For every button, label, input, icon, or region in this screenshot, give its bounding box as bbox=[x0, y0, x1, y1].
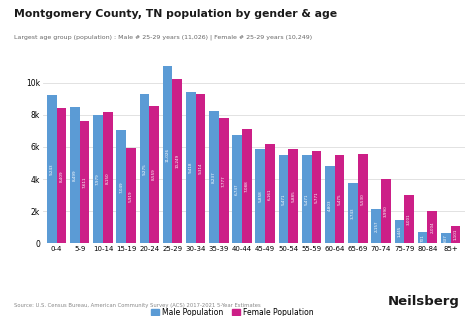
Text: Source: U.S. Census Bureau, American Community Survey (ACS) 2017-2021 5-Year Est: Source: U.S. Census Bureau, American Com… bbox=[14, 303, 261, 308]
Text: 11,026: 11,026 bbox=[165, 148, 170, 162]
Text: 9,275: 9,275 bbox=[142, 163, 146, 175]
Bar bbox=[219, 118, 228, 243]
Bar bbox=[139, 94, 149, 243]
Text: 5,471: 5,471 bbox=[282, 194, 285, 205]
Bar bbox=[117, 130, 126, 243]
Text: 1,445: 1,445 bbox=[397, 226, 401, 237]
Bar bbox=[242, 130, 252, 243]
Text: 8,499: 8,499 bbox=[73, 169, 77, 181]
Text: 1,101: 1,101 bbox=[454, 229, 457, 240]
Bar bbox=[371, 209, 381, 243]
Bar bbox=[93, 115, 103, 243]
Text: 9,314: 9,314 bbox=[199, 163, 202, 174]
Text: 5,530: 5,530 bbox=[361, 193, 365, 205]
Bar bbox=[288, 149, 298, 243]
Text: 7,088: 7,088 bbox=[245, 180, 249, 192]
Bar bbox=[418, 232, 428, 243]
Text: 2,157: 2,157 bbox=[374, 220, 378, 232]
Bar bbox=[451, 226, 460, 243]
Bar bbox=[126, 148, 136, 243]
Text: 8,409: 8,409 bbox=[59, 170, 64, 182]
Text: 2,004: 2,004 bbox=[430, 222, 434, 233]
Bar bbox=[381, 179, 391, 243]
Bar bbox=[335, 155, 345, 243]
Text: 5,885: 5,885 bbox=[291, 190, 295, 202]
Text: 9,418: 9,418 bbox=[189, 162, 193, 173]
Text: 7,049: 7,049 bbox=[119, 181, 123, 192]
Bar bbox=[358, 155, 368, 243]
Text: 8,559: 8,559 bbox=[152, 169, 156, 180]
Bar bbox=[186, 92, 196, 243]
Bar bbox=[441, 233, 451, 243]
Bar bbox=[255, 149, 265, 243]
Text: 3,743: 3,743 bbox=[351, 207, 355, 219]
Bar bbox=[47, 95, 56, 243]
Text: 3,990: 3,990 bbox=[384, 205, 388, 217]
Bar bbox=[56, 108, 66, 243]
Bar bbox=[163, 66, 173, 243]
Text: 5,475: 5,475 bbox=[337, 193, 342, 205]
Bar bbox=[265, 144, 275, 243]
Text: 701: 701 bbox=[420, 234, 425, 241]
Text: 7,777: 7,777 bbox=[222, 175, 226, 187]
Legend: Male Population, Female Population: Male Population, Female Population bbox=[148, 305, 317, 316]
Bar bbox=[325, 166, 335, 243]
Bar bbox=[149, 106, 159, 243]
Bar bbox=[232, 135, 242, 243]
Text: 5,919: 5,919 bbox=[129, 190, 133, 202]
Bar bbox=[311, 151, 321, 243]
Text: 5,771: 5,771 bbox=[314, 191, 319, 203]
Text: 9,243: 9,243 bbox=[50, 163, 54, 175]
Text: Neilsberg: Neilsberg bbox=[388, 295, 460, 308]
Bar bbox=[70, 107, 80, 243]
Text: Largest age group (population) : Male # 25-29 years (11,026) | Female # 25-29 ye: Largest age group (population) : Male # … bbox=[14, 35, 312, 40]
Text: 4,803: 4,803 bbox=[328, 199, 332, 210]
Bar bbox=[404, 195, 414, 243]
Text: 3,001: 3,001 bbox=[407, 213, 411, 225]
Bar bbox=[348, 183, 358, 243]
Bar bbox=[196, 94, 205, 243]
Bar bbox=[173, 79, 182, 243]
Text: 7,979: 7,979 bbox=[96, 173, 100, 185]
Bar bbox=[302, 155, 311, 243]
Text: 5,858: 5,858 bbox=[258, 191, 262, 202]
Bar bbox=[103, 112, 113, 243]
Text: 6,747: 6,747 bbox=[235, 183, 239, 195]
Bar bbox=[428, 211, 437, 243]
Text: Montgomery County, TN population by gender & age: Montgomery County, TN population by gend… bbox=[14, 9, 337, 20]
Text: 8,150: 8,150 bbox=[106, 172, 110, 184]
Text: 637: 637 bbox=[444, 234, 448, 242]
Text: 10,249: 10,249 bbox=[175, 154, 179, 168]
Text: 5,471: 5,471 bbox=[305, 194, 309, 205]
Bar bbox=[394, 220, 404, 243]
Bar bbox=[279, 155, 288, 243]
Text: 6,161: 6,161 bbox=[268, 188, 272, 200]
Text: 8,237: 8,237 bbox=[212, 171, 216, 183]
Bar bbox=[209, 111, 219, 243]
Bar bbox=[80, 121, 90, 243]
Text: 7,611: 7,611 bbox=[82, 176, 87, 188]
